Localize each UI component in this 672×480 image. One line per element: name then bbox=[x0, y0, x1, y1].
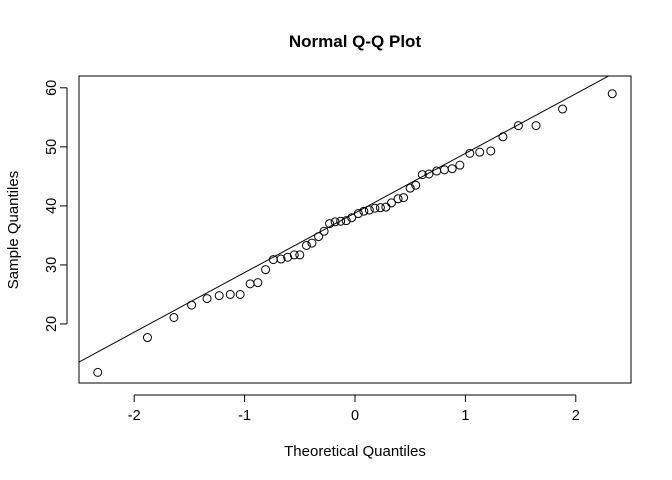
data-point bbox=[235, 289, 245, 299]
data-point bbox=[295, 250, 305, 260]
data-point bbox=[187, 300, 197, 310]
data-point bbox=[325, 219, 335, 229]
data-point bbox=[341, 216, 351, 226]
data-point bbox=[283, 252, 293, 262]
data-point bbox=[558, 104, 568, 114]
data-point bbox=[214, 291, 224, 301]
data-point bbox=[245, 279, 255, 289]
data-point bbox=[498, 132, 508, 142]
data-point bbox=[289, 250, 299, 260]
x-axis-title: Theoretical Quantiles bbox=[284, 443, 426, 460]
data-point bbox=[399, 193, 409, 203]
data-point bbox=[307, 238, 317, 248]
data-point bbox=[411, 180, 421, 190]
data-point bbox=[225, 289, 235, 299]
data-point bbox=[455, 160, 465, 170]
y-tick-label: 40 bbox=[44, 198, 60, 214]
data-point bbox=[424, 169, 434, 179]
data-point bbox=[253, 278, 263, 288]
data-point bbox=[607, 89, 617, 99]
reference-line bbox=[79, 76, 610, 363]
data-point bbox=[330, 217, 340, 227]
data-point bbox=[169, 312, 179, 322]
y-tick-label: 20 bbox=[44, 316, 60, 332]
data-point bbox=[439, 165, 449, 175]
x-tick-label: -2 bbox=[128, 408, 141, 424]
data-point bbox=[336, 216, 346, 226]
data-point bbox=[364, 205, 374, 215]
x-tick-label: 0 bbox=[351, 408, 359, 424]
data-point bbox=[93, 367, 103, 377]
data-point bbox=[375, 203, 385, 213]
y-tick-label: 30 bbox=[44, 257, 60, 273]
data-point bbox=[370, 203, 380, 213]
data-point bbox=[405, 183, 415, 193]
data-point bbox=[276, 254, 286, 264]
data-point bbox=[359, 206, 369, 216]
y-tick-label: 50 bbox=[44, 139, 60, 155]
data-point bbox=[202, 294, 212, 304]
y-axis: 20 30 40 50 60 bbox=[44, 80, 68, 332]
data-point bbox=[447, 164, 457, 174]
data-point bbox=[465, 148, 475, 158]
x-tick-label: 1 bbox=[461, 408, 469, 424]
data-points bbox=[93, 89, 617, 377]
data-point bbox=[386, 198, 396, 208]
chart-title: Normal Q-Q Plot bbox=[289, 32, 422, 51]
data-point bbox=[261, 265, 271, 275]
y-tick-label: 60 bbox=[44, 80, 60, 96]
data-point bbox=[353, 209, 363, 219]
x-tick-label: 2 bbox=[572, 408, 580, 424]
data-point bbox=[393, 194, 403, 204]
data-point bbox=[347, 213, 357, 223]
data-point bbox=[142, 333, 152, 343]
plot-frame bbox=[78, 75, 632, 384]
data-point bbox=[301, 240, 311, 250]
data-point bbox=[531, 121, 541, 131]
data-point bbox=[319, 226, 329, 236]
y-axis-title: Sample Quantiles bbox=[5, 171, 22, 289]
data-point bbox=[513, 121, 523, 131]
data-point bbox=[486, 146, 496, 156]
x-tick-label: -1 bbox=[238, 408, 251, 424]
data-point bbox=[314, 232, 324, 242]
data-point bbox=[432, 166, 442, 176]
data-point bbox=[417, 170, 427, 180]
x-axis: -2 -1 0 1 2 bbox=[128, 394, 580, 424]
data-point bbox=[381, 202, 391, 212]
data-point bbox=[475, 147, 485, 157]
